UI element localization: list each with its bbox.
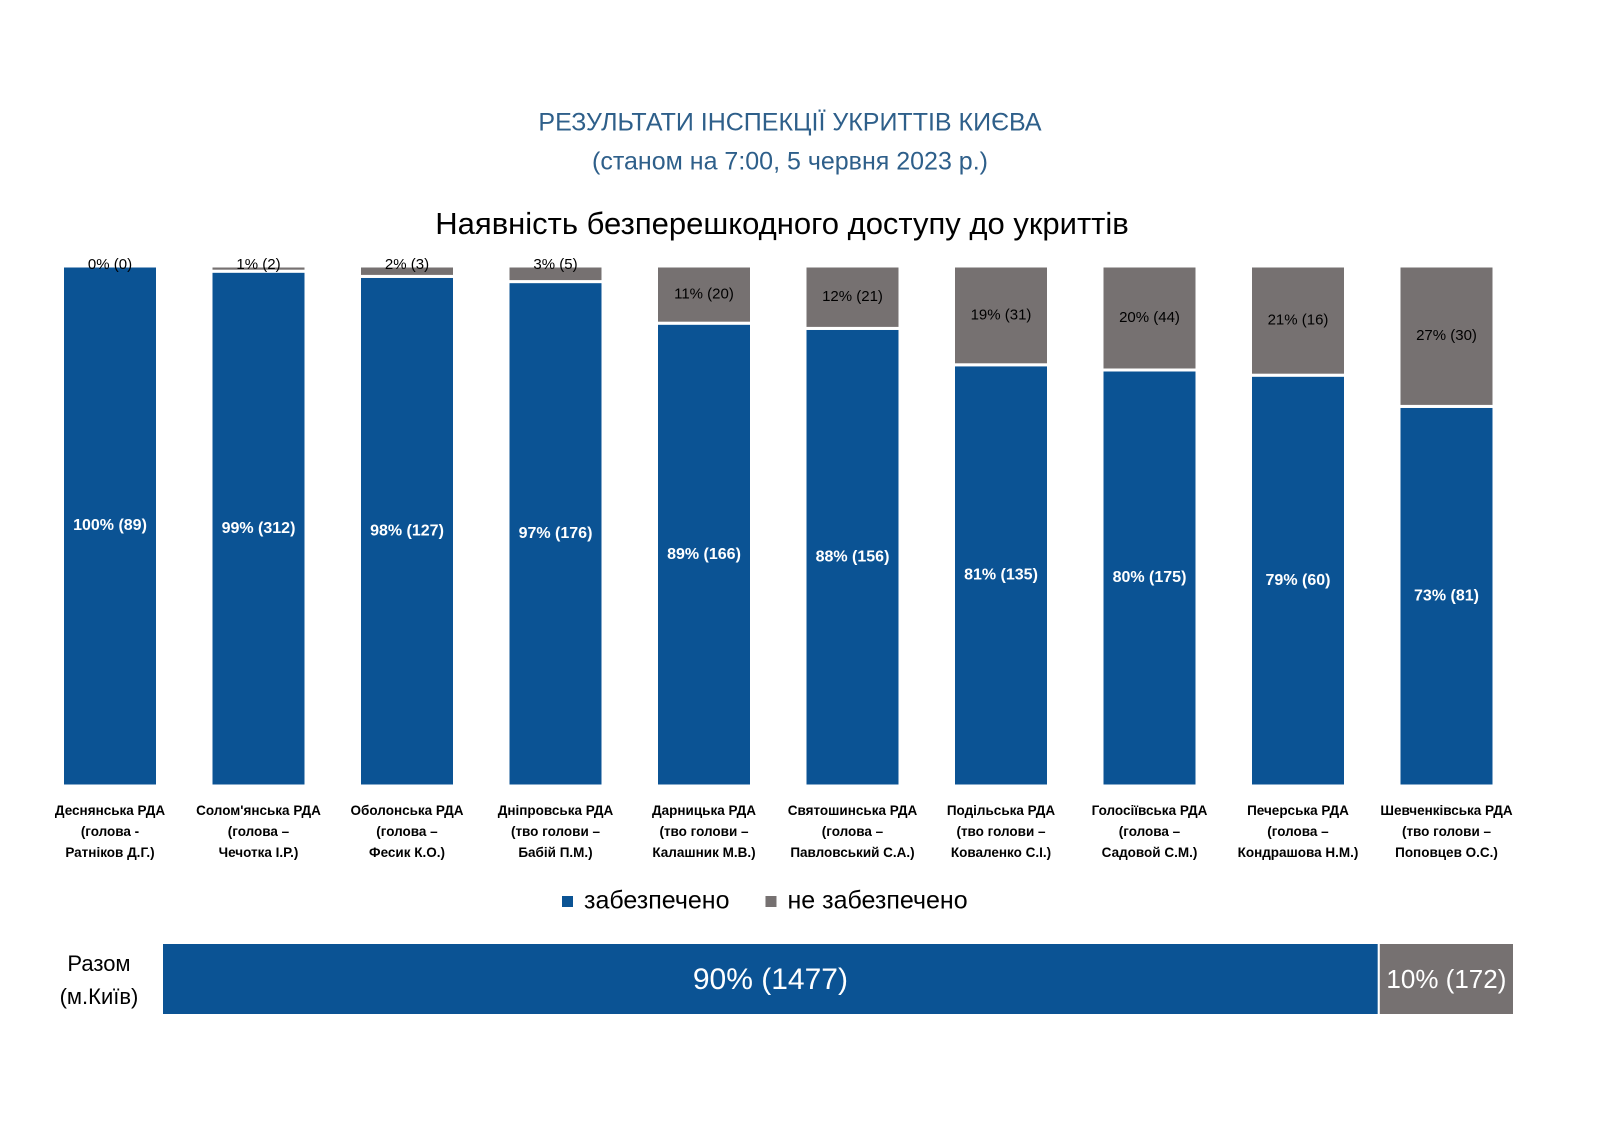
value-label: 73% (81) [1414, 587, 1479, 604]
value-label: 89% (166) [667, 546, 741, 563]
x-tick-label: Шевченківська РДА (тво голови – Поповцев О… [1380, 803, 1512, 860]
x-tick-label: Голосіївська РДА (голова – Садовой С.М.) [1092, 803, 1208, 860]
chart-title: Наявність безперешкодного доступу до укр… [435, 206, 1128, 241]
page-title: РЕЗУЛЬТАТИ ІНСПЕКЦІЇ УКРИТТІВ КИЄВА [538, 109, 1041, 137]
bar-segment [1249, 264, 1347, 377]
bar-segment [358, 274, 456, 788]
bar-segment [61, 264, 159, 788]
bar-segment [1397, 404, 1496, 788]
value-label: 98% (127) [370, 522, 444, 539]
bar-segment [209, 264, 308, 273]
bar-segment [1249, 373, 1347, 788]
value-label: 88% (156) [816, 548, 890, 565]
value-label: 2% (3) [385, 256, 429, 273]
legend-marker [562, 896, 573, 907]
x-tick-label: Печерська РДА (голова – Кондрашова Н.М.) [1238, 803, 1359, 860]
value-label: 20% (44) [1119, 309, 1180, 326]
value-label: 0% (0) [88, 256, 132, 273]
value-label: 100% (89) [73, 517, 147, 534]
x-tick-label: Святошинська РДА (голова – Павловський С.А… [788, 803, 918, 860]
y-tick-label: Разом (м.Київ) [60, 951, 139, 1009]
value-label: 19% (31) [971, 306, 1032, 323]
bar-segment [655, 264, 753, 325]
x-tick-label: Подільська РДА (тво голови – Коваленко С.І… [947, 803, 1056, 860]
bar-segment [1397, 264, 1496, 408]
legend-label: забезпечено [584, 887, 729, 915]
bar-segment [506, 264, 605, 284]
legend-label: не забезпечено [787, 887, 967, 915]
x-tick-label: Дніпровська РДА (тво голови – Бабій П.М.) [498, 803, 614, 860]
bar-segment [358, 264, 456, 278]
page-subtitle: (станом на 7:00, 5 червня 2023 р.) [592, 148, 988, 176]
bar-segment [803, 264, 902, 330]
value-label: 11% (20) [674, 286, 734, 303]
value-label: 79% (60) [1266, 572, 1331, 589]
bar-segment [1100, 264, 1199, 372]
value-label: 27% (30) [1416, 327, 1477, 344]
value-label: 3% (5) [533, 256, 577, 273]
value-label: 80% (175) [1113, 569, 1187, 586]
x-tick-label: Деснянська РДА (голова -Ратніков Д.Г.) [55, 803, 165, 860]
x-tick-label: Солом'янська РДА (голова – Чечотка І.Р.) [196, 803, 321, 860]
bar-segment [209, 269, 308, 788]
bar-segment [952, 264, 1050, 367]
bar-segment [1100, 368, 1199, 788]
value-label: 12% (21) [822, 288, 883, 305]
legend-marker [765, 896, 777, 907]
x-tick-label: Дарницька РДА (тво голови – Калашник М.В.) [652, 803, 756, 860]
value-label: 21% (16) [1268, 312, 1329, 329]
value-label: 10% (172) [1386, 964, 1506, 994]
bar-segment [655, 321, 753, 788]
value-label: 99% (312) [222, 520, 296, 537]
value-label: 97% (176) [519, 525, 593, 542]
x-tick-label: Оболонська РДА (голова – Фесик К.О.) [351, 803, 464, 860]
value-label: 1% (2) [236, 256, 280, 273]
bar-segment [161, 942, 1380, 1016]
value-label: 90% (1477) [693, 963, 848, 996]
bar-segment [803, 326, 902, 788]
bar-segment [1377, 942, 1516, 1016]
value-label: 81% (135) [964, 567, 1038, 584]
